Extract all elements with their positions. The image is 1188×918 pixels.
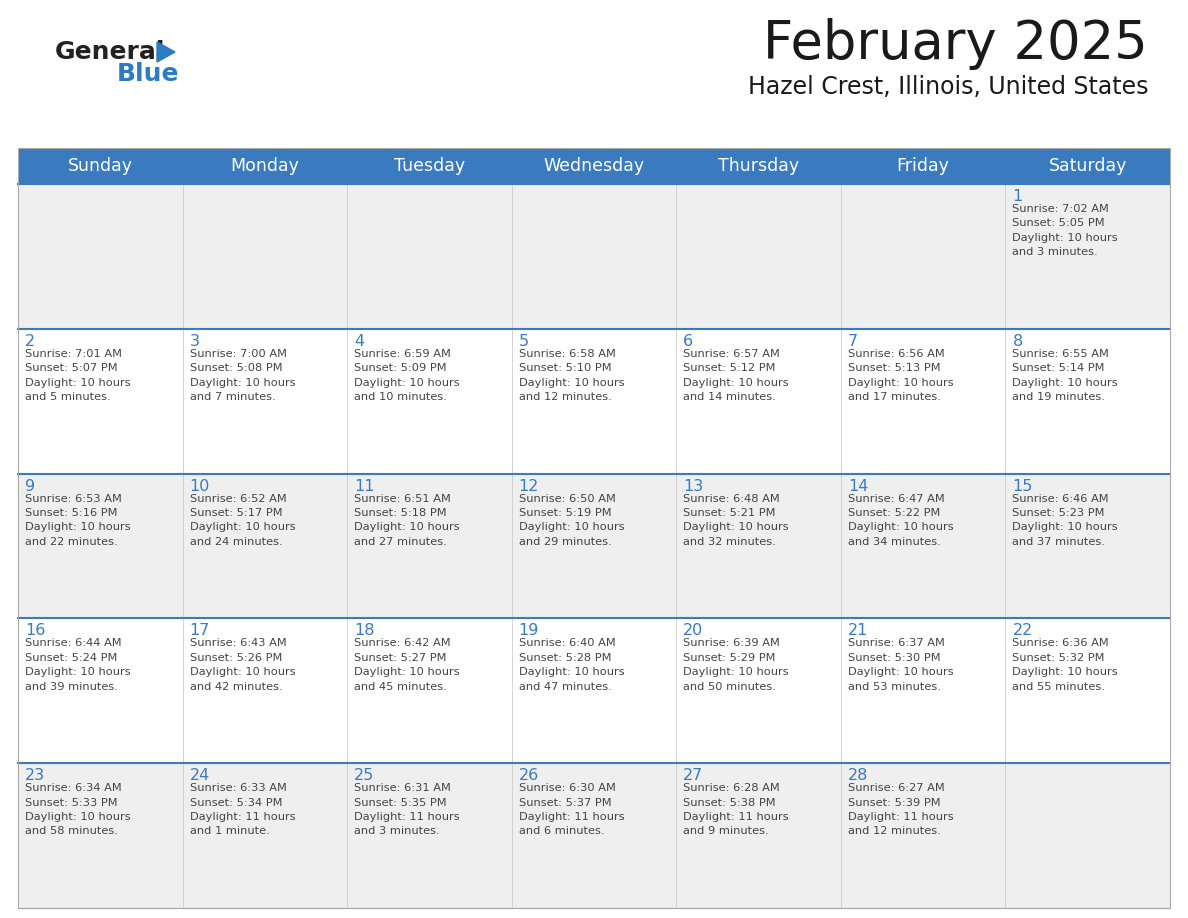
Text: Sunrise: 6:37 AM
Sunset: 5:30 PM
Daylight: 10 hours
and 53 minutes.: Sunrise: 6:37 AM Sunset: 5:30 PM Dayligh…: [848, 638, 954, 691]
Text: Sunrise: 6:33 AM
Sunset: 5:34 PM
Daylight: 11 hours
and 1 minute.: Sunrise: 6:33 AM Sunset: 5:34 PM Dayligh…: [190, 783, 295, 836]
Text: 13: 13: [683, 478, 703, 494]
Text: General: General: [55, 40, 165, 64]
Text: Sunday: Sunday: [68, 157, 133, 175]
Text: Saturday: Saturday: [1049, 157, 1127, 175]
Text: February 2025: February 2025: [763, 18, 1148, 70]
Text: Sunrise: 6:56 AM
Sunset: 5:13 PM
Daylight: 10 hours
and 17 minutes.: Sunrise: 6:56 AM Sunset: 5:13 PM Dayligh…: [848, 349, 954, 402]
Text: Sunrise: 7:02 AM
Sunset: 5:05 PM
Daylight: 10 hours
and 3 minutes.: Sunrise: 7:02 AM Sunset: 5:05 PM Dayligh…: [1012, 204, 1118, 257]
Bar: [18, 148, 1170, 908]
Text: 25: 25: [354, 768, 374, 783]
Text: 10: 10: [190, 478, 210, 494]
Text: Sunrise: 6:46 AM
Sunset: 5:23 PM
Daylight: 10 hours
and 37 minutes.: Sunrise: 6:46 AM Sunset: 5:23 PM Dayligh…: [1012, 494, 1118, 547]
Text: 6: 6: [683, 334, 694, 349]
Bar: [18, 763, 1170, 908]
Text: 14: 14: [848, 478, 868, 494]
Text: Wednesday: Wednesday: [543, 157, 645, 175]
Text: Sunrise: 6:57 AM
Sunset: 5:12 PM
Daylight: 10 hours
and 14 minutes.: Sunrise: 6:57 AM Sunset: 5:12 PM Dayligh…: [683, 349, 789, 402]
Text: 18: 18: [354, 623, 374, 638]
Text: Sunrise: 6:55 AM
Sunset: 5:14 PM
Daylight: 10 hours
and 19 minutes.: Sunrise: 6:55 AM Sunset: 5:14 PM Dayligh…: [1012, 349, 1118, 402]
Text: Sunrise: 7:00 AM
Sunset: 5:08 PM
Daylight: 10 hours
and 7 minutes.: Sunrise: 7:00 AM Sunset: 5:08 PM Dayligh…: [190, 349, 295, 402]
Text: 20: 20: [683, 623, 703, 638]
Text: Sunrise: 6:42 AM
Sunset: 5:27 PM
Daylight: 10 hours
and 45 minutes.: Sunrise: 6:42 AM Sunset: 5:27 PM Dayligh…: [354, 638, 460, 691]
Bar: [18, 619, 1170, 763]
Text: 21: 21: [848, 623, 868, 638]
Text: 8: 8: [1012, 334, 1023, 349]
Bar: [18, 184, 1170, 329]
Text: 9: 9: [25, 478, 36, 494]
Text: 12: 12: [519, 478, 539, 494]
Text: 5: 5: [519, 334, 529, 349]
Text: Sunrise: 7:01 AM
Sunset: 5:07 PM
Daylight: 10 hours
and 5 minutes.: Sunrise: 7:01 AM Sunset: 5:07 PM Dayligh…: [25, 349, 131, 402]
Text: Sunrise: 6:27 AM
Sunset: 5:39 PM
Daylight: 11 hours
and 12 minutes.: Sunrise: 6:27 AM Sunset: 5:39 PM Dayligh…: [848, 783, 954, 836]
Text: Sunrise: 6:34 AM
Sunset: 5:33 PM
Daylight: 10 hours
and 58 minutes.: Sunrise: 6:34 AM Sunset: 5:33 PM Dayligh…: [25, 783, 131, 836]
Text: Friday: Friday: [897, 157, 949, 175]
Text: Sunrise: 6:28 AM
Sunset: 5:38 PM
Daylight: 11 hours
and 9 minutes.: Sunrise: 6:28 AM Sunset: 5:38 PM Dayligh…: [683, 783, 789, 836]
Text: Sunrise: 6:31 AM
Sunset: 5:35 PM
Daylight: 11 hours
and 3 minutes.: Sunrise: 6:31 AM Sunset: 5:35 PM Dayligh…: [354, 783, 460, 836]
Text: 26: 26: [519, 768, 539, 783]
Text: Sunrise: 6:48 AM
Sunset: 5:21 PM
Daylight: 10 hours
and 32 minutes.: Sunrise: 6:48 AM Sunset: 5:21 PM Dayligh…: [683, 494, 789, 547]
Text: Sunrise: 6:39 AM
Sunset: 5:29 PM
Daylight: 10 hours
and 50 minutes.: Sunrise: 6:39 AM Sunset: 5:29 PM Dayligh…: [683, 638, 789, 691]
Text: Sunrise: 6:52 AM
Sunset: 5:17 PM
Daylight: 10 hours
and 24 minutes.: Sunrise: 6:52 AM Sunset: 5:17 PM Dayligh…: [190, 494, 295, 547]
Text: 1: 1: [1012, 189, 1023, 204]
Text: 11: 11: [354, 478, 374, 494]
Text: Sunrise: 6:51 AM
Sunset: 5:18 PM
Daylight: 10 hours
and 27 minutes.: Sunrise: 6:51 AM Sunset: 5:18 PM Dayligh…: [354, 494, 460, 547]
Text: 22: 22: [1012, 623, 1032, 638]
Text: Sunrise: 6:53 AM
Sunset: 5:16 PM
Daylight: 10 hours
and 22 minutes.: Sunrise: 6:53 AM Sunset: 5:16 PM Dayligh…: [25, 494, 131, 547]
Bar: [18, 148, 1170, 184]
Bar: [18, 329, 1170, 474]
Text: Sunrise: 6:43 AM
Sunset: 5:26 PM
Daylight: 10 hours
and 42 minutes.: Sunrise: 6:43 AM Sunset: 5:26 PM Dayligh…: [190, 638, 295, 691]
Text: 17: 17: [190, 623, 210, 638]
Text: Sunrise: 6:30 AM
Sunset: 5:37 PM
Daylight: 11 hours
and 6 minutes.: Sunrise: 6:30 AM Sunset: 5:37 PM Dayligh…: [519, 783, 625, 836]
Text: 2: 2: [25, 334, 36, 349]
Text: Sunrise: 6:40 AM
Sunset: 5:28 PM
Daylight: 10 hours
and 47 minutes.: Sunrise: 6:40 AM Sunset: 5:28 PM Dayligh…: [519, 638, 625, 691]
Text: Sunrise: 6:50 AM
Sunset: 5:19 PM
Daylight: 10 hours
and 29 minutes.: Sunrise: 6:50 AM Sunset: 5:19 PM Dayligh…: [519, 494, 625, 547]
Text: Sunrise: 6:59 AM
Sunset: 5:09 PM
Daylight: 10 hours
and 10 minutes.: Sunrise: 6:59 AM Sunset: 5:09 PM Dayligh…: [354, 349, 460, 402]
Text: Sunrise: 6:58 AM
Sunset: 5:10 PM
Daylight: 10 hours
and 12 minutes.: Sunrise: 6:58 AM Sunset: 5:10 PM Dayligh…: [519, 349, 625, 402]
Text: 4: 4: [354, 334, 365, 349]
Text: Sunrise: 6:36 AM
Sunset: 5:32 PM
Daylight: 10 hours
and 55 minutes.: Sunrise: 6:36 AM Sunset: 5:32 PM Dayligh…: [1012, 638, 1118, 691]
Text: 7: 7: [848, 334, 858, 349]
Text: Blue: Blue: [116, 62, 179, 86]
Text: 28: 28: [848, 768, 868, 783]
Text: 3: 3: [190, 334, 200, 349]
Text: Sunrise: 6:47 AM
Sunset: 5:22 PM
Daylight: 10 hours
and 34 minutes.: Sunrise: 6:47 AM Sunset: 5:22 PM Dayligh…: [848, 494, 954, 547]
Bar: [18, 474, 1170, 619]
Text: 19: 19: [519, 623, 539, 638]
Text: 16: 16: [25, 623, 45, 638]
Text: Thursday: Thursday: [718, 157, 800, 175]
Text: Monday: Monday: [230, 157, 299, 175]
Text: 15: 15: [1012, 478, 1032, 494]
Text: Tuesday: Tuesday: [394, 157, 465, 175]
Polygon shape: [157, 42, 175, 62]
Text: 24: 24: [190, 768, 210, 783]
Text: 23: 23: [25, 768, 45, 783]
Text: 27: 27: [683, 768, 703, 783]
Text: Sunrise: 6:44 AM
Sunset: 5:24 PM
Daylight: 10 hours
and 39 minutes.: Sunrise: 6:44 AM Sunset: 5:24 PM Dayligh…: [25, 638, 131, 691]
Text: Hazel Crest, Illinois, United States: Hazel Crest, Illinois, United States: [747, 75, 1148, 99]
